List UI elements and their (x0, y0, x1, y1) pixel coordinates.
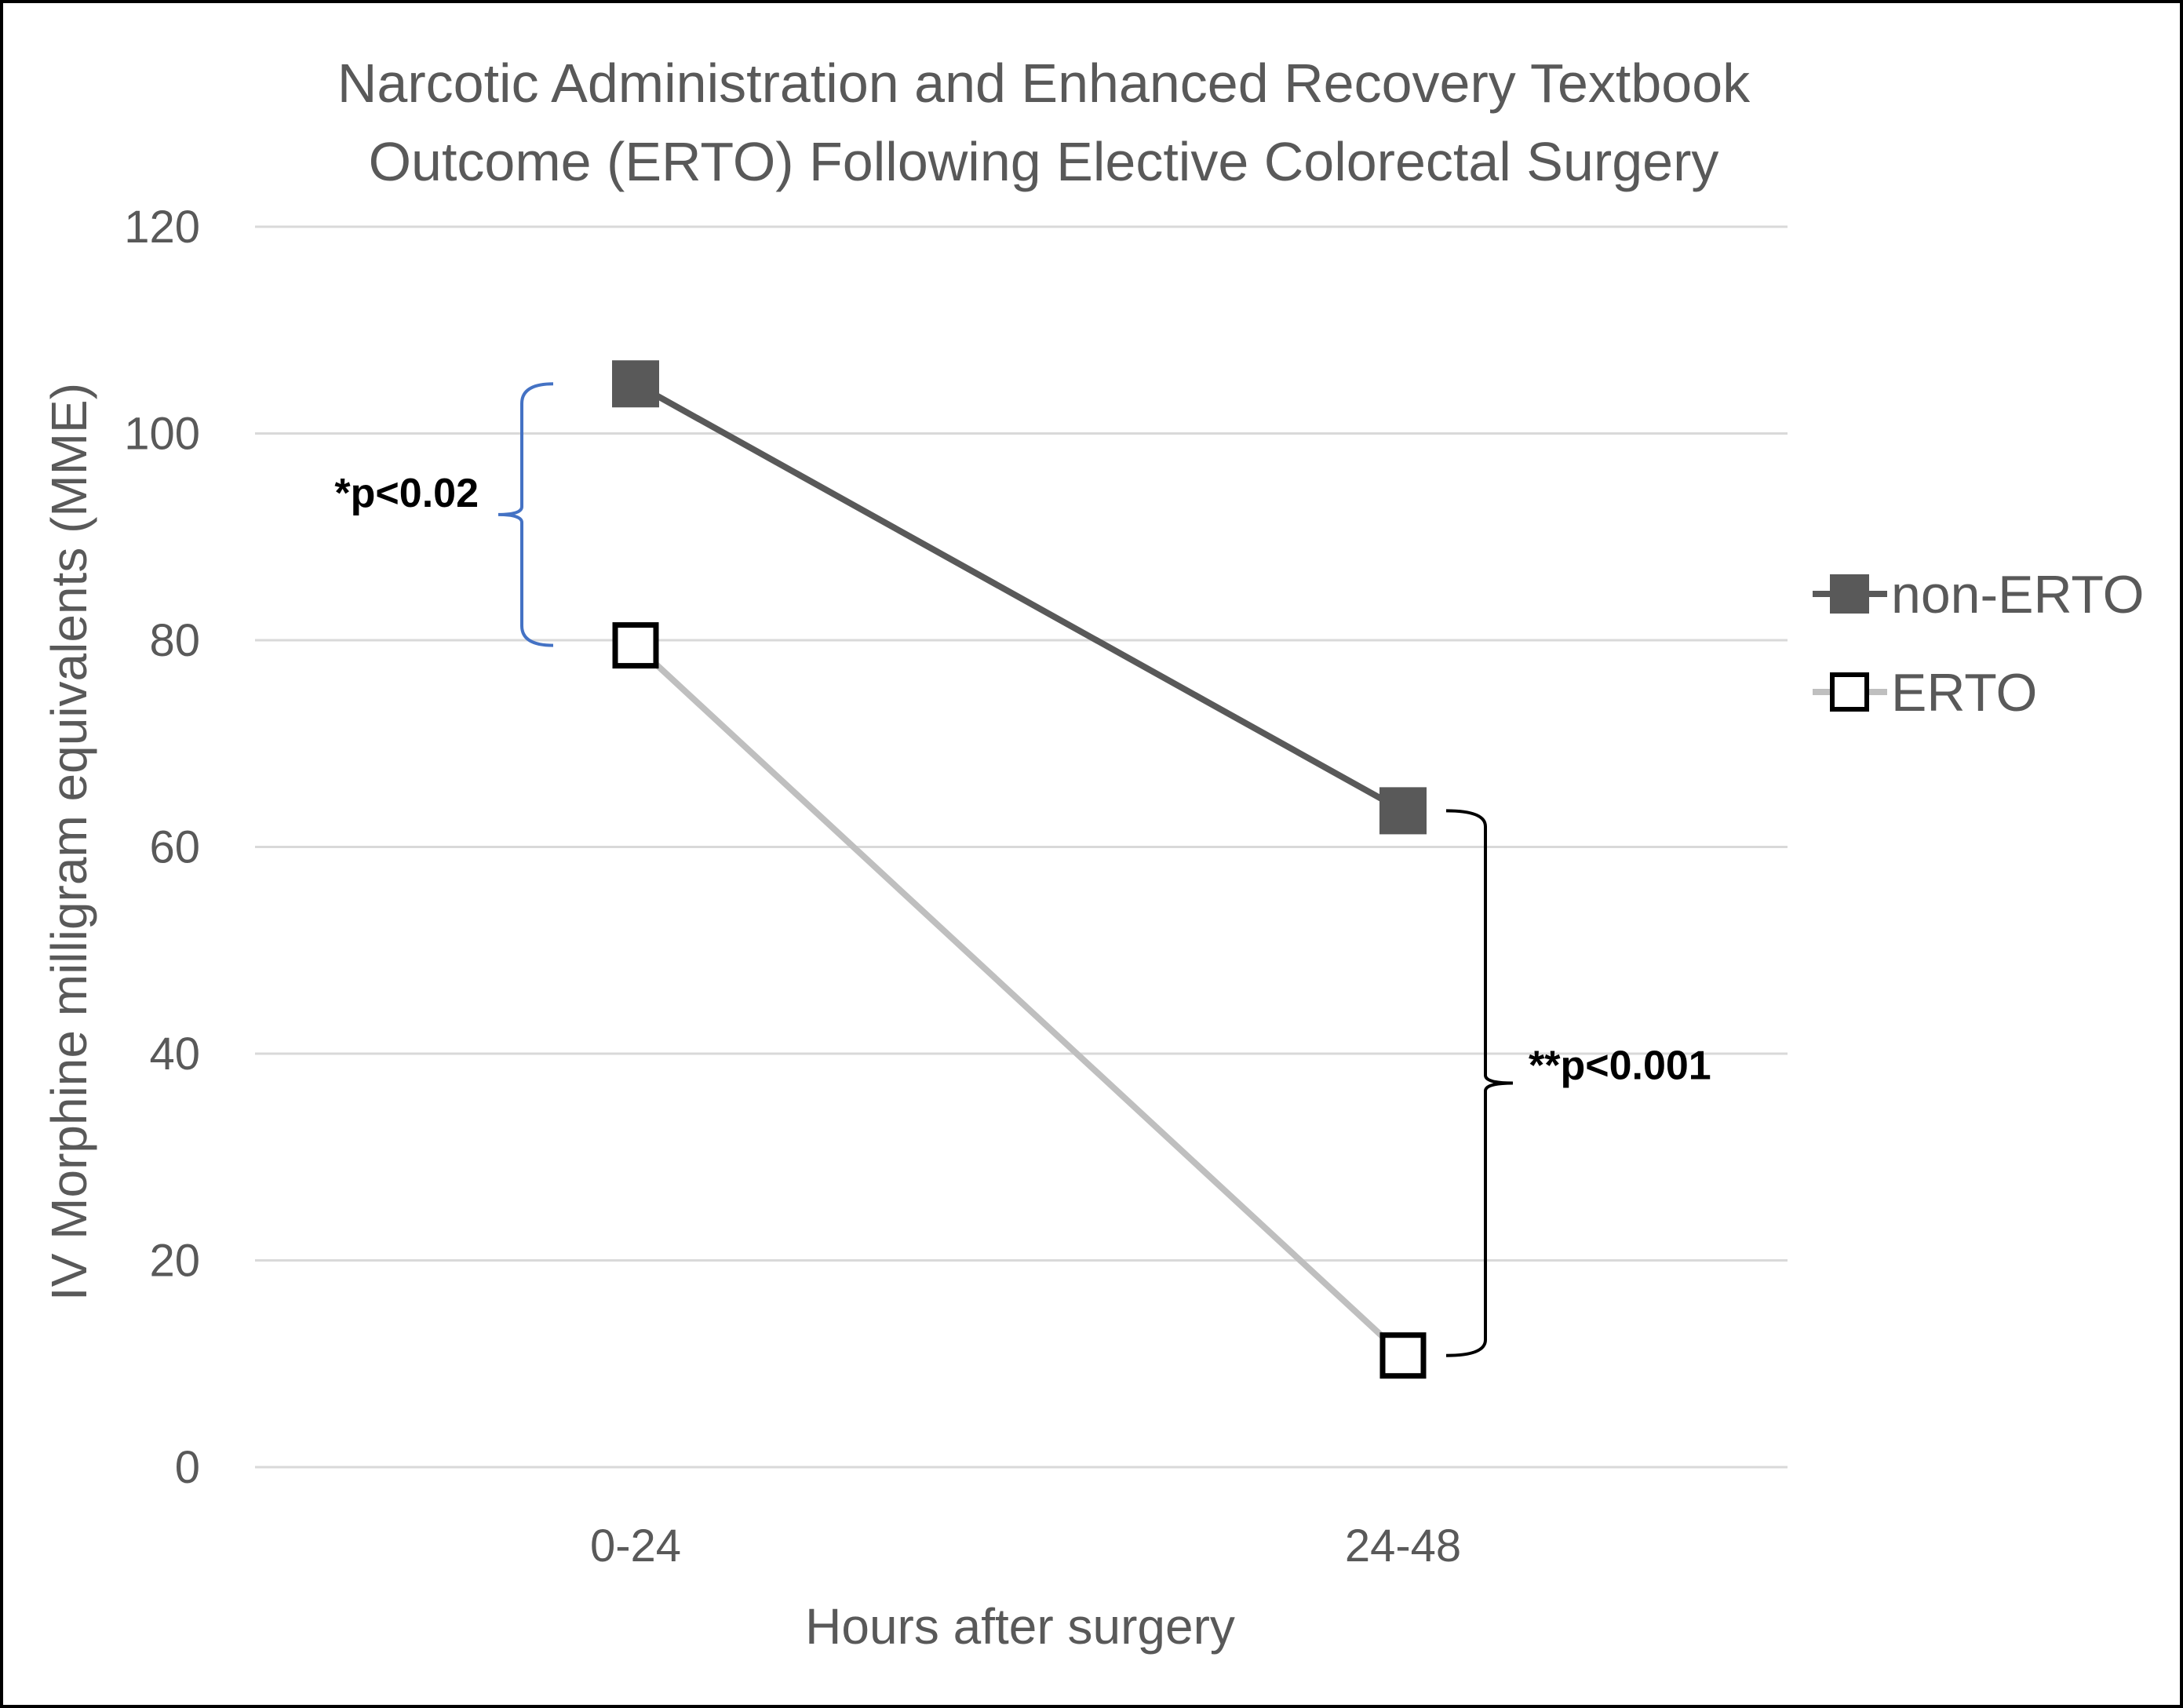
data-point-non-ERTO-0-24 (612, 360, 659, 408)
legend-label-non-ERTO: non-ERTO (1891, 565, 2145, 625)
y-axis-title: IV Morphine milligram equivalents (MME) (41, 383, 97, 1301)
legend-item-ERTO: ERTO (1813, 663, 2037, 723)
y-tick-label-120: 120 (124, 202, 200, 253)
x-tick-label-0-24: 0-24 (590, 1520, 681, 1571)
series-line-ERTO (633, 643, 1405, 1358)
y-tick-label-80: 80 (149, 615, 200, 666)
p-value-label-0-24: *p<0.02 (334, 471, 479, 516)
legend-item-non-ERTO: non-ERTO (1813, 565, 2145, 625)
data-point-non-ERTO-24-48 (1379, 787, 1427, 835)
y-axis-ticks: 0 20 40 60 80 100 120 (124, 202, 200, 1493)
series-ERTO (612, 622, 1427, 1379)
y-tick-label-100: 100 (124, 409, 200, 460)
series (612, 360, 1427, 1379)
data-point-ERTO-0-24 (612, 622, 659, 669)
y-tick-label-40: 40 (149, 1029, 200, 1080)
y-tick-label-60: 60 (149, 822, 200, 873)
legend: non-ERTO ERTO (1813, 565, 2145, 723)
x-axis-ticks: 0-24 24-48 (590, 1520, 1461, 1571)
legend-marker-ERTO (1830, 672, 1869, 712)
chart-title-line-2: Outcome (ERTO) Following Elective Colore… (369, 131, 1719, 192)
series-non-ERTO (612, 360, 1427, 835)
gridlines (255, 225, 1788, 1469)
series-line-non-ERTO (634, 381, 1405, 814)
x-axis-title: Hours after surgery (805, 1598, 1235, 1655)
y-tick-label-20: 20 (149, 1236, 200, 1287)
bracket-24-48 (1445, 809, 1514, 1357)
y-tick-label-0: 0 (175, 1442, 200, 1493)
annotations: *p<0.02 **p<0.001 (334, 382, 1711, 1357)
p-value-label-24-48: **p<0.001 (1529, 1043, 1711, 1089)
x-tick-label-24-48: 24-48 (1345, 1520, 1461, 1571)
chart-title-line-1: Narcotic Administration and Enhanced Rec… (337, 53, 1751, 114)
legend-label-ERTO: ERTO (1891, 663, 2037, 723)
bracket-0-24 (497, 382, 554, 647)
legend-marker-non-ERTO (1830, 574, 1869, 614)
data-point-ERTO-24-48 (1379, 1332, 1427, 1379)
